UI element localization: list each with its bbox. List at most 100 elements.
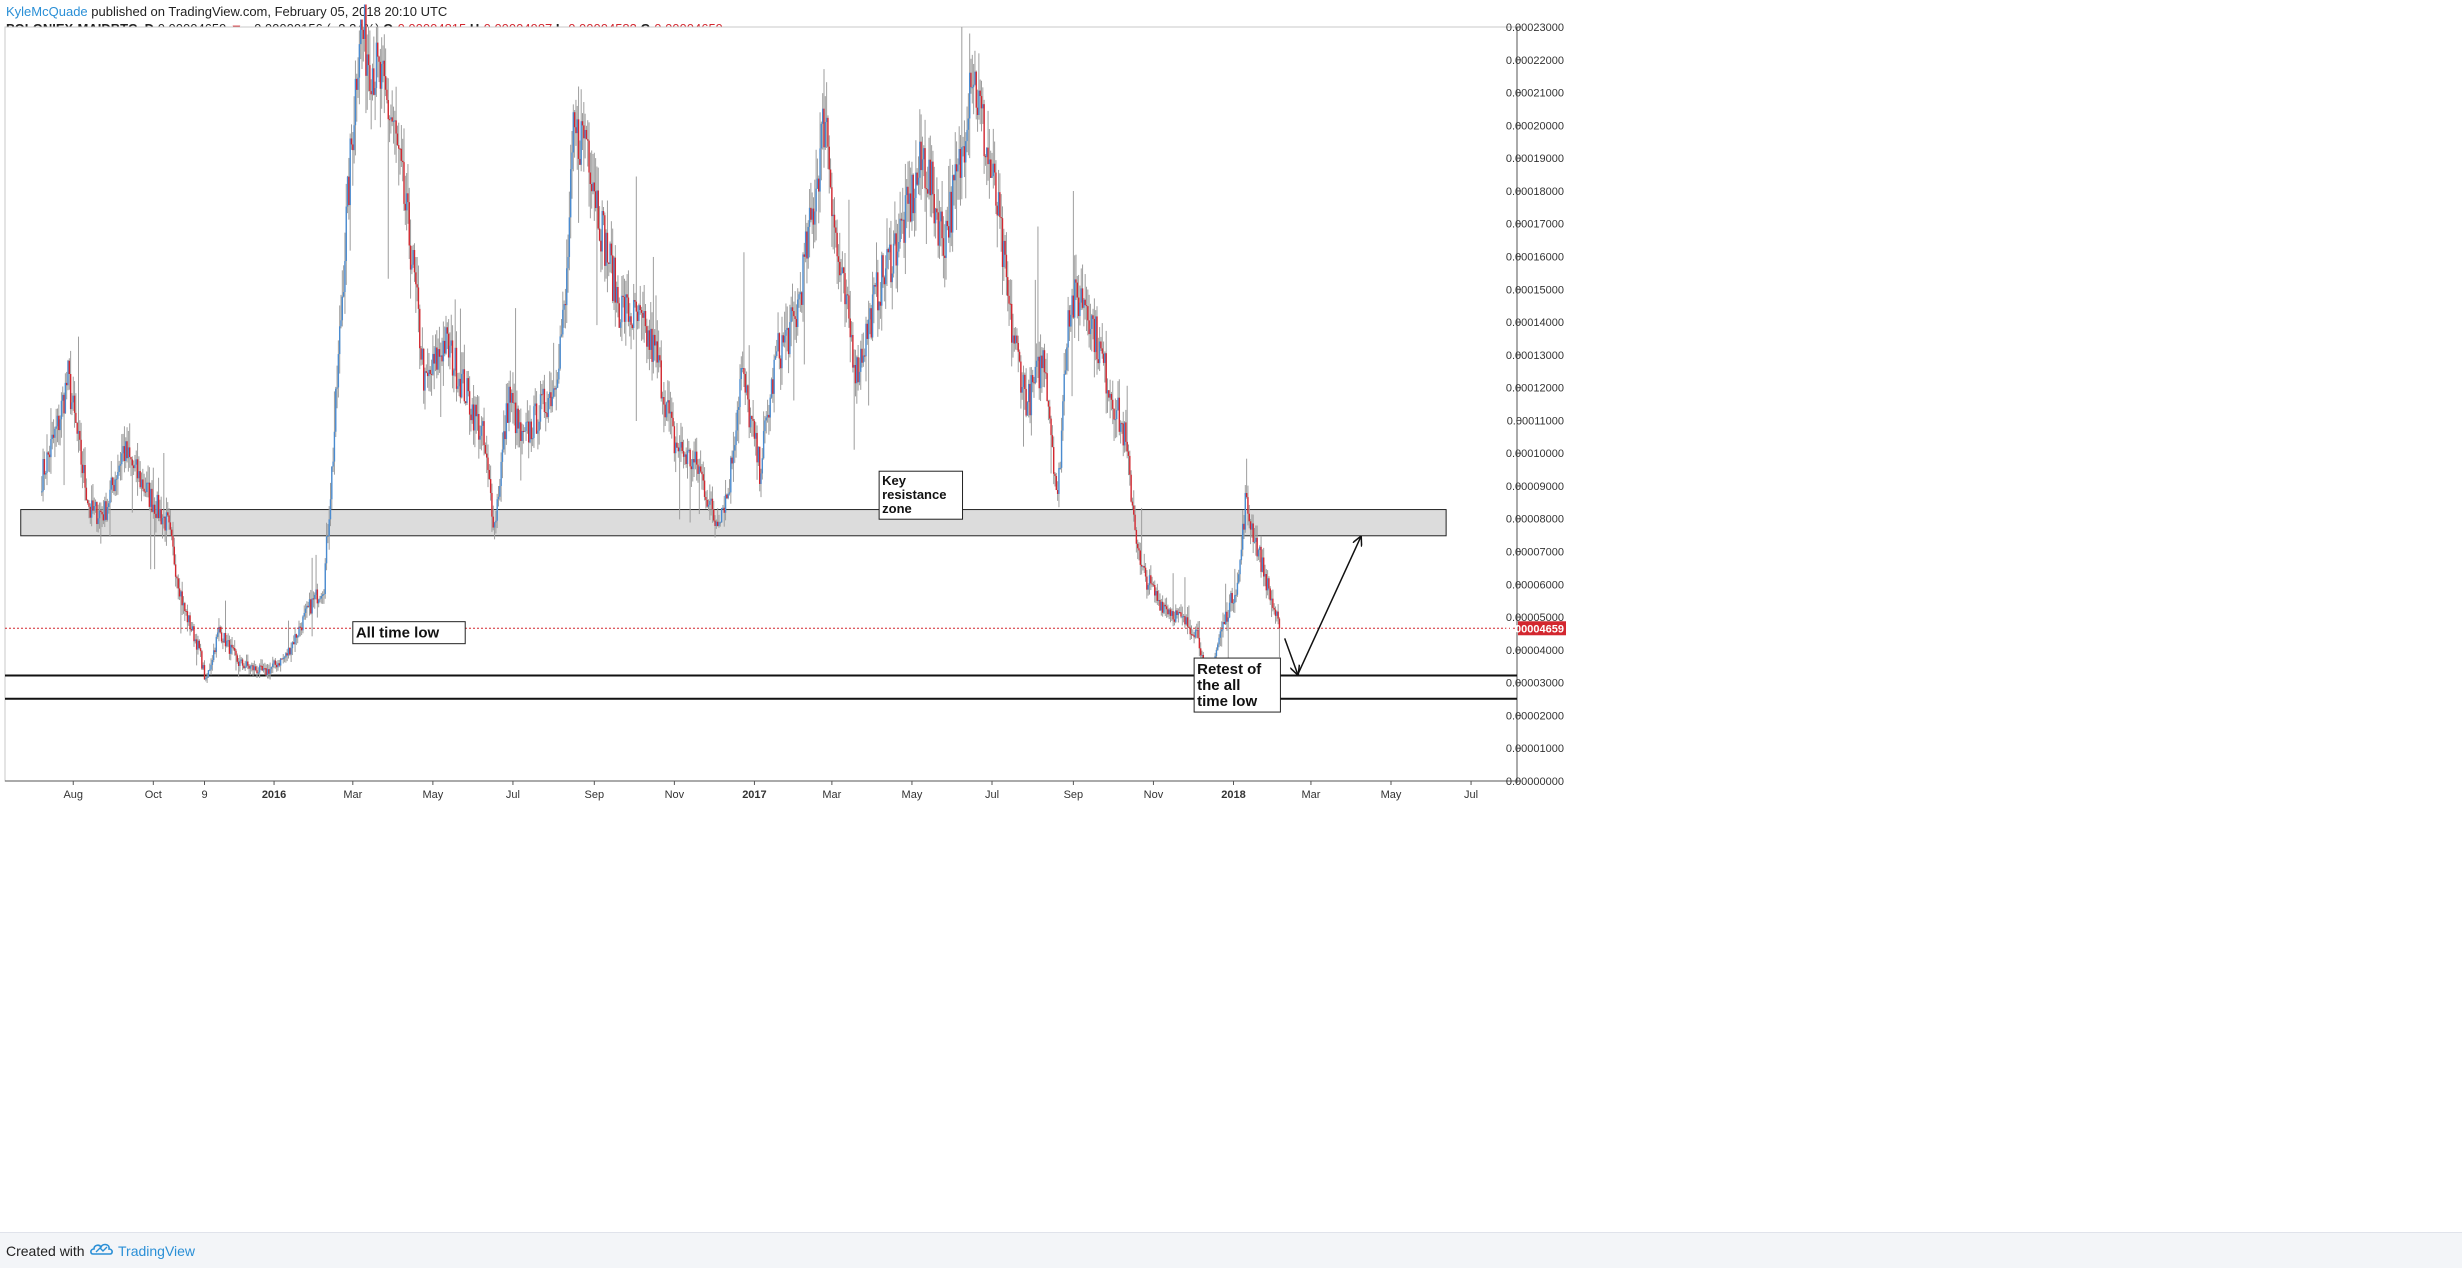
candle-body	[976, 107, 979, 116]
candle-body	[1151, 583, 1153, 585]
candle-body	[437, 349, 439, 370]
candle-body	[724, 494, 727, 513]
candle-body	[1227, 617, 1229, 622]
retest-label-text: time low	[1197, 693, 1257, 710]
candle-body	[690, 466, 693, 470]
candle-body	[702, 474, 704, 481]
candle-body	[773, 359, 775, 394]
candle-body	[824, 121, 827, 148]
candle-body	[416, 284, 418, 288]
candle-body	[953, 175, 955, 181]
candle-body	[472, 404, 475, 431]
candle-body	[911, 174, 913, 222]
candle-body	[710, 498, 712, 501]
candle-body	[1021, 386, 1023, 393]
candle-body	[1060, 430, 1063, 468]
candle-body	[1219, 631, 1222, 638]
candle-body	[214, 650, 216, 652]
candle-body	[277, 663, 279, 668]
candle-body	[470, 414, 472, 421]
candle-body	[400, 148, 403, 161]
candle-body	[1262, 557, 1265, 577]
candle-body	[1165, 606, 1168, 610]
candle-body	[630, 316, 632, 325]
candle-body	[839, 261, 841, 276]
candle-body	[42, 459, 44, 492]
candle-body	[458, 378, 460, 387]
candle-body	[995, 172, 997, 206]
candle-body	[336, 387, 338, 389]
y-tick-label: 0.00021000	[1506, 88, 1564, 100]
candle-body	[827, 117, 829, 147]
candle-body	[1243, 523, 1245, 530]
candle-body	[722, 507, 724, 509]
candle-body	[996, 205, 998, 216]
candle-body	[1193, 635, 1195, 638]
candle-body	[321, 594, 324, 597]
candle-body	[286, 653, 288, 656]
candle-body	[71, 402, 73, 410]
y-tick-label: 0.00022000	[1506, 55, 1564, 67]
candle-body	[1087, 306, 1089, 321]
candle-body	[856, 357, 858, 384]
candle-body	[211, 660, 214, 665]
candle-body	[1201, 654, 1203, 656]
candle-body	[64, 382, 67, 414]
candle-body	[407, 193, 409, 203]
candle-body	[1024, 374, 1026, 390]
x-tick-label: Jul	[506, 789, 520, 801]
candle-body	[533, 406, 535, 438]
candle-body	[1238, 574, 1240, 583]
candle-body	[176, 576, 178, 579]
publisher-link[interactable]: KyleMcQuade	[6, 4, 88, 19]
candle-body	[810, 207, 812, 220]
candle-body	[489, 479, 492, 494]
candle-body	[629, 316, 631, 322]
candle-body	[741, 368, 744, 370]
candle-body	[865, 323, 867, 357]
candle-body	[94, 502, 97, 507]
y-tick-label: 0.00015000	[1506, 284, 1564, 296]
candle-body	[551, 396, 554, 407]
candle-body	[1142, 566, 1144, 568]
candle-body	[1268, 578, 1270, 589]
candle-body	[1189, 627, 1191, 635]
candle-body	[1012, 335, 1014, 343]
candle-body	[151, 488, 153, 512]
candle-body	[359, 19, 362, 45]
tradingview-cloud-icon[interactable]	[90, 1241, 114, 1259]
candle-body	[947, 226, 950, 238]
candle-body	[476, 413, 479, 417]
price-chart[interactable]: 0.00000000 0.00001000 0.00002000 0.00003000…	[0, 0, 2462, 1232]
y-tick-label: 0.00012000	[1506, 383, 1564, 395]
candle-body	[758, 446, 761, 484]
candle-body	[434, 347, 437, 364]
candle-body	[766, 414, 769, 418]
candle-body	[299, 626, 302, 628]
candle-body	[909, 193, 912, 222]
candle-body	[751, 415, 753, 420]
candle-body	[81, 464, 84, 474]
candle-body	[1033, 382, 1035, 384]
candle-body	[899, 218, 901, 242]
y-tick-label: 0.00006000	[1506, 579, 1564, 591]
candle-body	[789, 322, 791, 355]
candle-body	[1122, 423, 1124, 446]
tradingview-brand[interactable]: TradingView	[118, 1243, 196, 1259]
candle-body	[1104, 353, 1106, 363]
candle-body	[139, 471, 141, 488]
candle-body	[514, 402, 517, 434]
candle-body	[593, 182, 596, 192]
candle-body	[605, 232, 607, 266]
candle-body	[436, 347, 438, 370]
candle-body	[816, 178, 819, 189]
candle-body	[883, 277, 886, 285]
candle-body	[1028, 383, 1030, 403]
candle-body	[1146, 576, 1148, 590]
candle-body	[143, 488, 145, 492]
candle-body	[857, 357, 859, 383]
candle-body	[1139, 550, 1142, 565]
candle-body	[806, 231, 808, 259]
candle-body	[900, 218, 903, 221]
candle-body	[757, 446, 760, 463]
